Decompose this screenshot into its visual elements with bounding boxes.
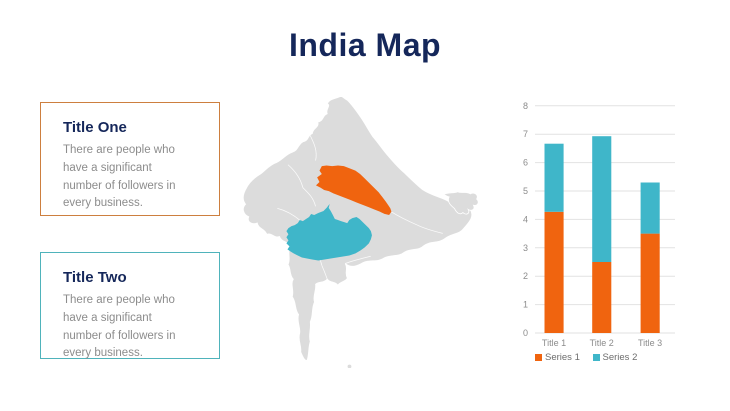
svg-text:0: 0 (523, 328, 528, 338)
svg-text:1: 1 (523, 300, 528, 310)
svg-text:2: 2 (523, 271, 528, 281)
svg-text:Title 2: Title 2 (590, 338, 614, 348)
svg-text:Title 3: Title 3 (638, 338, 662, 348)
svg-text:6: 6 (523, 158, 528, 168)
svg-text:4: 4 (523, 214, 528, 224)
svg-text:Title 1: Title 1 (542, 338, 566, 348)
svg-text:7: 7 (523, 129, 528, 139)
svg-text:8: 8 (523, 101, 528, 111)
svg-text:3: 3 (523, 243, 528, 253)
svg-text:5: 5 (523, 186, 528, 196)
